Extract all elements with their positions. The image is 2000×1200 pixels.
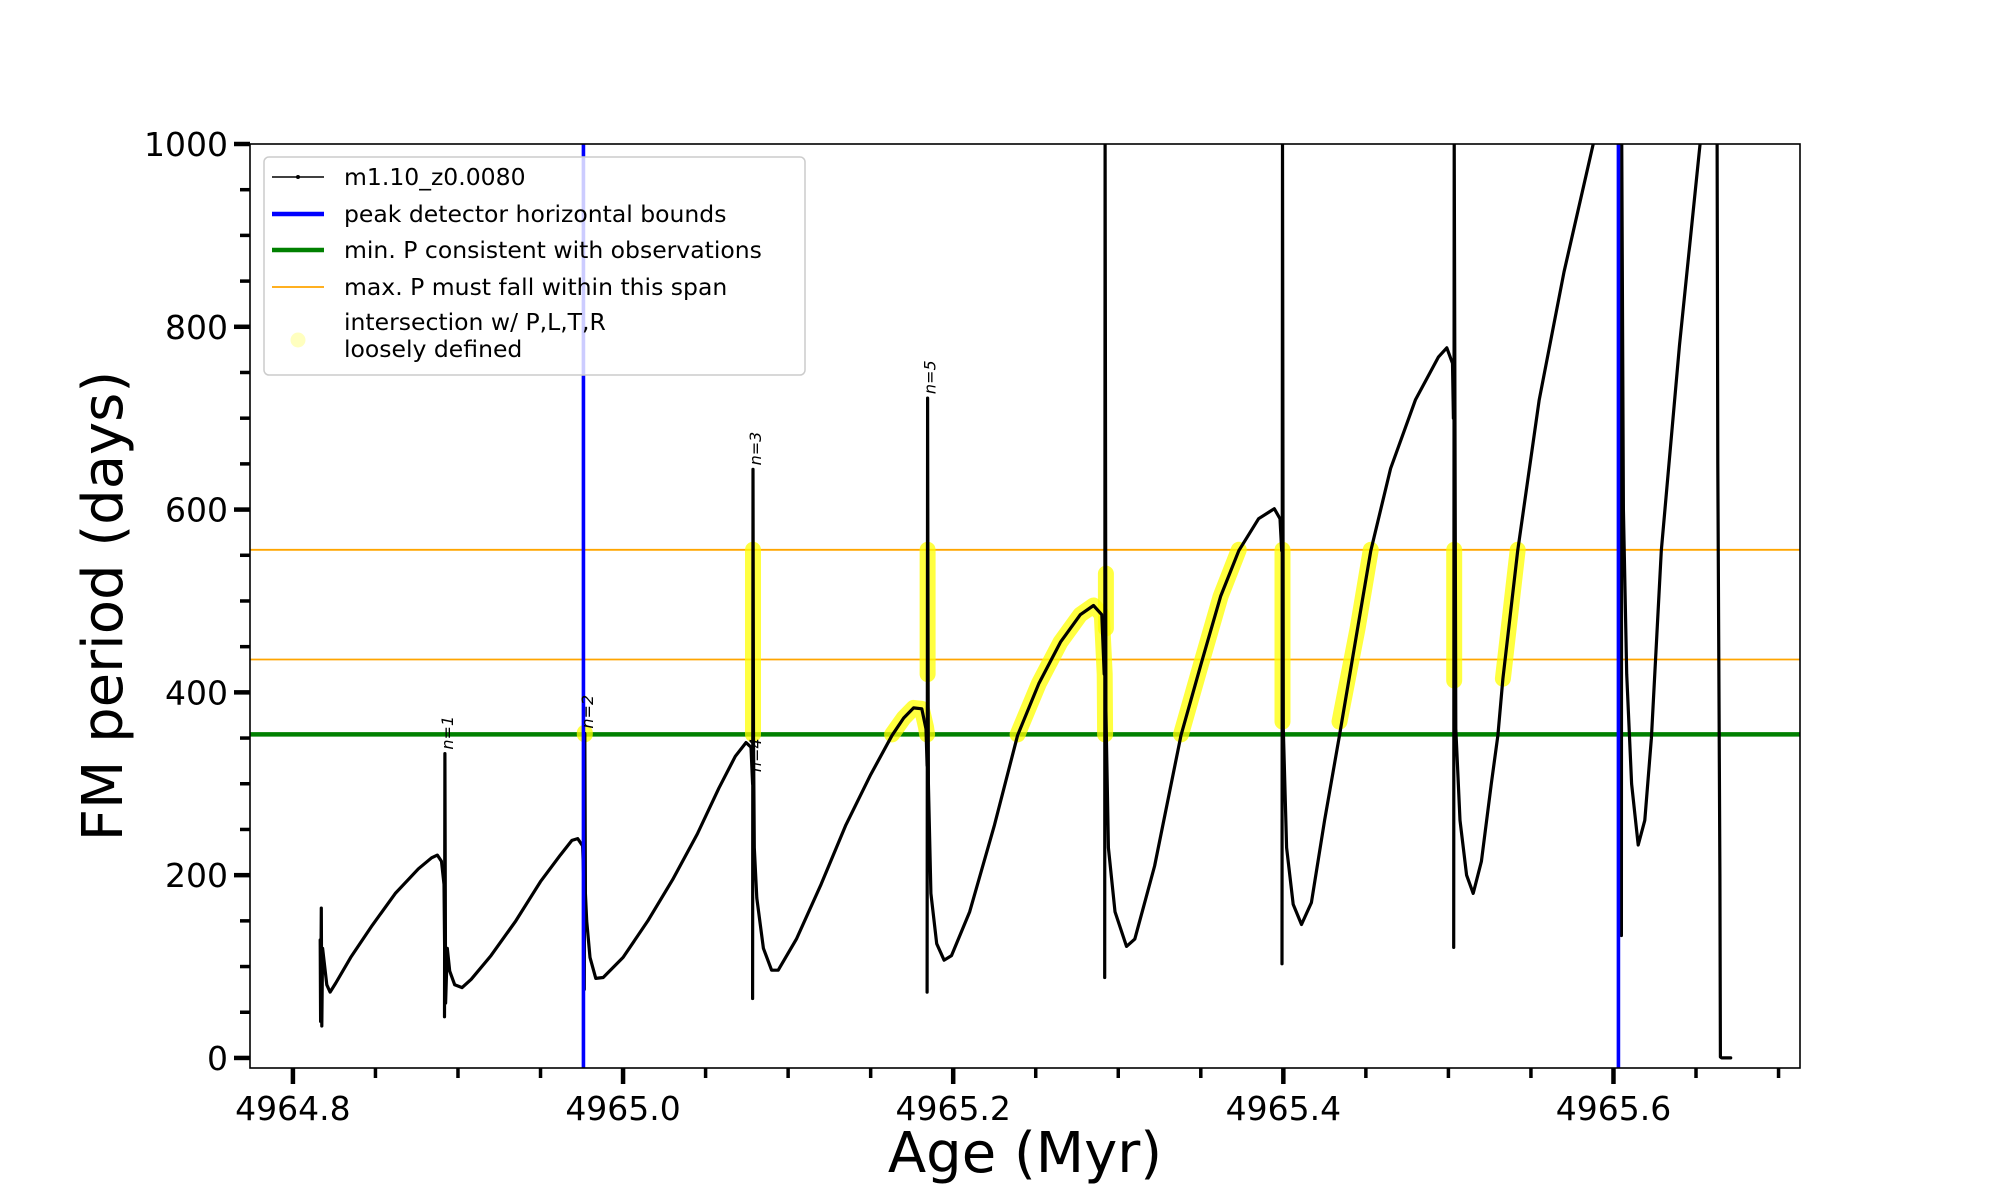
x-tick-label: 4965.6 <box>1556 1089 1671 1128</box>
series-line-segment <box>1619 144 1702 938</box>
series-line-segment <box>582 731 755 992</box>
legend-item: peak detector horizontal bounds <box>272 200 726 228</box>
series-line-segment <box>750 467 929 1001</box>
x-tick-label: 4965.2 <box>895 1089 1010 1128</box>
y-tick-label: 1000 <box>144 125 228 164</box>
peak-label: n=1 <box>438 716 457 750</box>
plot-area: n=1 n=2 n=3 n=4 n=5 <box>250 144 1800 1068</box>
legend-label: peak detector horizontal bounds <box>344 200 726 228</box>
legend-label: max. P must fall within this span <box>344 273 727 301</box>
legend-label-line: loosely defined <box>344 335 522 363</box>
legend-dot-icon <box>290 332 306 348</box>
legend-marker-icon <box>296 175 300 179</box>
legend-frame <box>263 156 806 376</box>
legend-item: min. P consistent with observations <box>272 236 762 264</box>
series-line-segment <box>1103 144 1284 980</box>
series-line-segment <box>1280 144 1456 966</box>
peak-label: n=3 <box>746 432 765 466</box>
y-tick-label: 200 <box>165 856 228 895</box>
peak-label: n=2 <box>578 695 597 729</box>
y-tick-label: 600 <box>165 491 228 530</box>
peak-label: n=5 <box>921 360 940 394</box>
legend-label: min. P consistent with observations <box>344 236 762 264</box>
x-tick-label: 4965.0 <box>565 1089 680 1128</box>
series-line-segment <box>925 396 1106 994</box>
series-line-segment <box>318 853 447 1028</box>
legend-item: max. P must fall within this span <box>272 273 727 301</box>
series-m1-10-z0-0080 <box>318 144 1733 1060</box>
series-line-segment <box>442 751 586 1019</box>
series-line-segment <box>1452 144 1595 950</box>
legend-label: intersection w/ P,L,T,R loosely defined <box>344 308 606 363</box>
legend-item: m1.10_z0.0080 <box>272 163 526 191</box>
legend-label-line: intersection w/ P,L,T,R <box>344 308 606 336</box>
x-tick-label: 4964.8 <box>235 1089 350 1128</box>
x-axis: 4964.8 4965.0 4965.2 4965.4 4965.6 <box>235 1068 1781 1128</box>
y-tick-label: 800 <box>165 308 228 347</box>
peak-label: n=4 <box>746 738 765 772</box>
y-axis-label: FM period (days) <box>71 371 136 841</box>
series-line-segment <box>1715 144 1733 1060</box>
x-axis-label: Age (Myr) <box>888 1121 1162 1186</box>
x-tick-label: 4965.4 <box>1226 1089 1341 1128</box>
peak-annotations: n=1 n=2 n=3 n=4 n=5 <box>438 360 940 772</box>
legend-item: intersection w/ P,L,T,R loosely defined <box>290 308 606 363</box>
plot-frame <box>249 143 1801 1069</box>
y-tick-label: 400 <box>165 673 228 712</box>
y-tick-label: 0 <box>207 1039 228 1078</box>
y-axis: 0 200 400 600 800 1000 <box>144 125 250 1078</box>
legend-label: m1.10_z0.0080 <box>344 163 526 191</box>
